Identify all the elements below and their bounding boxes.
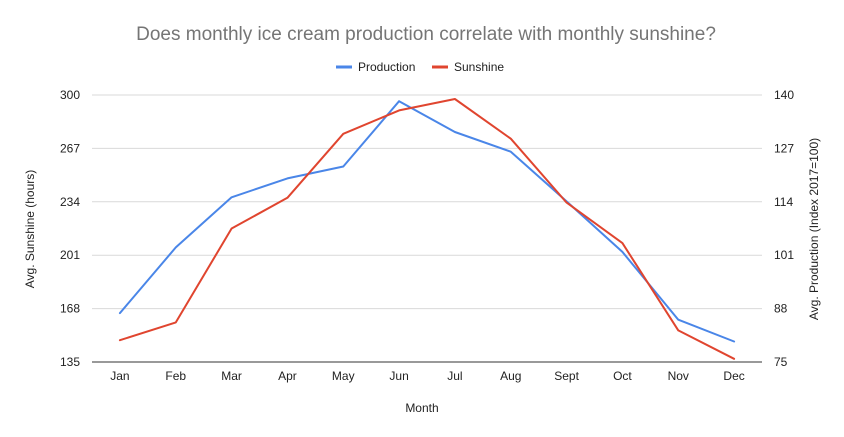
left-tick-label: 168 bbox=[60, 302, 80, 316]
left-axis-ticks: 135 168 201 234 267 300 bbox=[60, 88, 80, 369]
right-tick-label: 88 bbox=[774, 302, 788, 316]
series-layer bbox=[118, 98, 736, 360]
right-tick-label: 114 bbox=[774, 195, 793, 209]
legend-label-production: Production bbox=[358, 60, 415, 74]
series-line-sunshine bbox=[118, 98, 736, 360]
right-axis-label: Avg. Production (Index 2017=100) bbox=[807, 138, 821, 320]
left-tick-label: 300 bbox=[60, 88, 80, 102]
right-tick-label: 127 bbox=[774, 141, 794, 155]
x-axis-ticks: Jan Feb Mar Apr May Jun Jul Aug Sept Oct Nov Dec bbox=[110, 369, 745, 383]
x-tick-label: May bbox=[332, 369, 355, 383]
chart-title: Does monthly ice cream production correl… bbox=[136, 24, 716, 45]
left-tick-label: 234 bbox=[60, 195, 80, 209]
left-tick-label: 135 bbox=[60, 355, 80, 369]
x-tick-label: Jun bbox=[389, 369, 408, 383]
left-tick-label: 267 bbox=[60, 141, 80, 155]
x-tick-label: Jan bbox=[110, 369, 129, 383]
legend: Production Sunshine bbox=[336, 60, 504, 74]
x-axis-label: Month bbox=[405, 401, 438, 415]
right-tick-label: 140 bbox=[774, 88, 794, 102]
series-line-production bbox=[118, 100, 736, 343]
right-tick-label: 75 bbox=[774, 355, 788, 369]
x-tick-label: Jul bbox=[447, 369, 462, 383]
x-tick-label: Mar bbox=[221, 369, 242, 383]
x-tick-label: Oct bbox=[613, 369, 632, 383]
left-axis-label: Avg. Sunshine (hours) bbox=[23, 170, 37, 289]
left-tick-label: 201 bbox=[60, 248, 80, 262]
x-tick-label: Dec bbox=[723, 369, 744, 383]
x-tick-label: Feb bbox=[165, 369, 186, 383]
x-tick-label: Aug bbox=[500, 369, 521, 383]
legend-label-sunshine: Sunshine bbox=[454, 60, 504, 74]
x-tick-label: Nov bbox=[668, 369, 689, 383]
x-tick-label: Apr bbox=[278, 369, 297, 383]
x-tick-label: Sept bbox=[554, 369, 579, 383]
right-axis-ticks: 75 88 101 114 127 140 bbox=[774, 88, 794, 369]
gridlines bbox=[92, 94, 762, 363]
right-tick-label: 101 bbox=[774, 248, 794, 262]
